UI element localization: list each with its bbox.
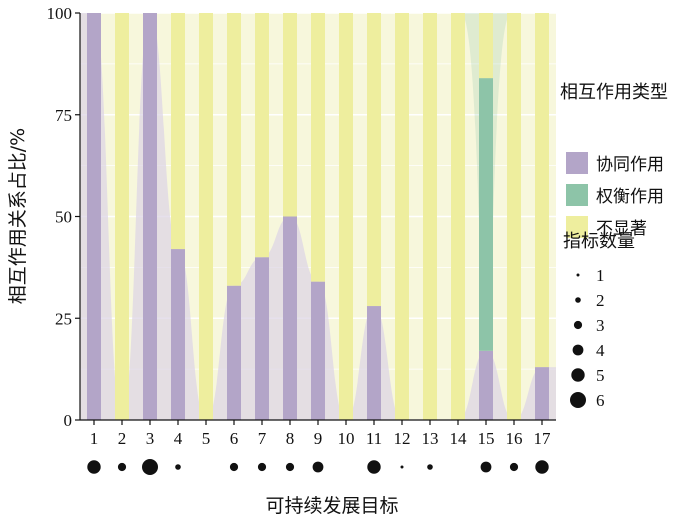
indicator-count-dot: [427, 464, 433, 470]
x-tick-label: 12: [394, 429, 411, 448]
bar-seg-1-cat-7: [255, 257, 269, 420]
bar-seg-3-cat-15: [479, 13, 493, 79]
size-legend-label: 1: [596, 266, 605, 285]
legend-swatch: [566, 152, 588, 174]
bar-seg-3-cat-6: [227, 13, 241, 286]
y-tick-label: 75: [55, 106, 72, 125]
size-legend-dot: [571, 368, 585, 382]
bar-seg-1-cat-15: [479, 350, 493, 420]
x-tick-label: 15: [478, 429, 495, 448]
size-legend-dot: [570, 392, 586, 408]
y-tick-label: 0: [64, 411, 73, 430]
x-axis: 1 2 3 4 5 6 7 8 9 10 11 12 13 14 15 16 17: [80, 419, 556, 448]
bar-seg-1-cat-9: [311, 281, 325, 420]
x-tick-label: 7: [258, 429, 267, 448]
indicator-count-dot: [535, 460, 549, 474]
legend-label: 不显著: [596, 219, 647, 239]
bar-seg-1-cat-17: [535, 367, 549, 420]
size-legend-label: 2: [596, 291, 605, 310]
size-legend-label: 5: [596, 366, 605, 385]
y-tick-label: 100: [47, 4, 73, 23]
legend-swatch: [566, 184, 588, 206]
size-legend-dot: [573, 320, 583, 330]
legend-label: 权衡作用: [596, 187, 664, 207]
size-legend-dot: [576, 273, 580, 277]
size-legend-dot: [572, 344, 584, 356]
size-legend-label: 3: [596, 316, 605, 335]
indicator-count-dot: [367, 460, 381, 474]
indicator-count-dot: [117, 462, 127, 472]
indicator-count-dot: [285, 462, 295, 472]
legend-label: 协同作用: [596, 155, 664, 175]
bar-seg-3-cat-4: [171, 13, 185, 250]
x-tick-label: 5: [202, 429, 211, 448]
bar-seg-3-cat-16: [507, 13, 521, 420]
legend-title: 相互作用类型: [560, 82, 668, 103]
bar-seg-1-cat-4: [171, 249, 185, 420]
bar-seg-3-cat-8: [283, 13, 297, 217]
x-tick-label: 17: [534, 429, 552, 448]
bar-seg-1-cat-6: [227, 285, 241, 420]
size-legend: 指标数量 1 2 3 4 5 6: [563, 231, 635, 410]
indicator-count-dot: [142, 459, 158, 475]
x-tick-label: 6: [230, 429, 239, 448]
plot-area: [80, 12, 556, 421]
x-tick-label: 11: [366, 429, 382, 448]
indicator-count-dot: [400, 465, 404, 469]
x-tick-label: 16: [506, 429, 523, 448]
bar-seg-1-cat-11: [367, 306, 381, 420]
bar-seg-3-cat-11: [367, 13, 381, 307]
size-legend-title: 指标数量: [563, 231, 635, 252]
bar-seg-3-cat-12: [395, 13, 409, 420]
x-tick-label: 2: [118, 429, 127, 448]
indicator-count-dot: [175, 464, 181, 470]
x-tick-label: 8: [286, 429, 295, 448]
y-axis: 0 25 50 75 100: [47, 4, 81, 430]
bar-seg-1-cat-1: [87, 13, 101, 420]
size-legend-label: 6: [596, 391, 605, 410]
y-tick-label: 50: [55, 208, 72, 227]
size-legend-label: 4: [596, 341, 605, 360]
bar-seg-3-cat-7: [255, 13, 269, 258]
indicator-count-dot: [229, 462, 239, 472]
bar-seg-2-cat-15: [479, 78, 493, 351]
bar-seg-1-cat-3: [143, 13, 157, 420]
x-axis-label: 可持续发展目标: [265, 495, 398, 517]
indicator-count-dot: [312, 461, 324, 473]
bar-seg-3-cat-5: [199, 13, 213, 420]
bar-seg-3-cat-10: [339, 13, 353, 420]
indicator-count-dot: [480, 461, 492, 473]
x-tick-label: 10: [338, 429, 355, 448]
legend-swatch: [566, 216, 588, 238]
indicator-count-row: [87, 459, 549, 475]
size-legend-dot: [575, 297, 581, 303]
bar-seg-3-cat-14: [451, 13, 465, 420]
x-tick-label: 4: [174, 429, 183, 448]
indicator-count-dot: [509, 462, 519, 472]
indicator-count-dot: [257, 462, 267, 472]
bar-seg-3-cat-2: [115, 13, 129, 420]
x-tick-label: 9: [314, 429, 323, 448]
x-tick-label: 14: [450, 429, 468, 448]
indicator-count-dot: [87, 460, 101, 474]
bar-seg-1-cat-8: [283, 216, 297, 420]
y-axis-label: 相互作用关系占比/%: [7, 128, 29, 304]
y-tick-label: 25: [55, 309, 72, 328]
bar-seg-3-cat-17: [535, 13, 549, 368]
x-tick-label: 13: [422, 429, 439, 448]
x-tick-label: 1: [90, 429, 99, 448]
bar-seg-3-cat-9: [311, 13, 325, 282]
x-tick-label: 3: [146, 429, 155, 448]
bar-seg-3-cat-13: [423, 13, 437, 420]
